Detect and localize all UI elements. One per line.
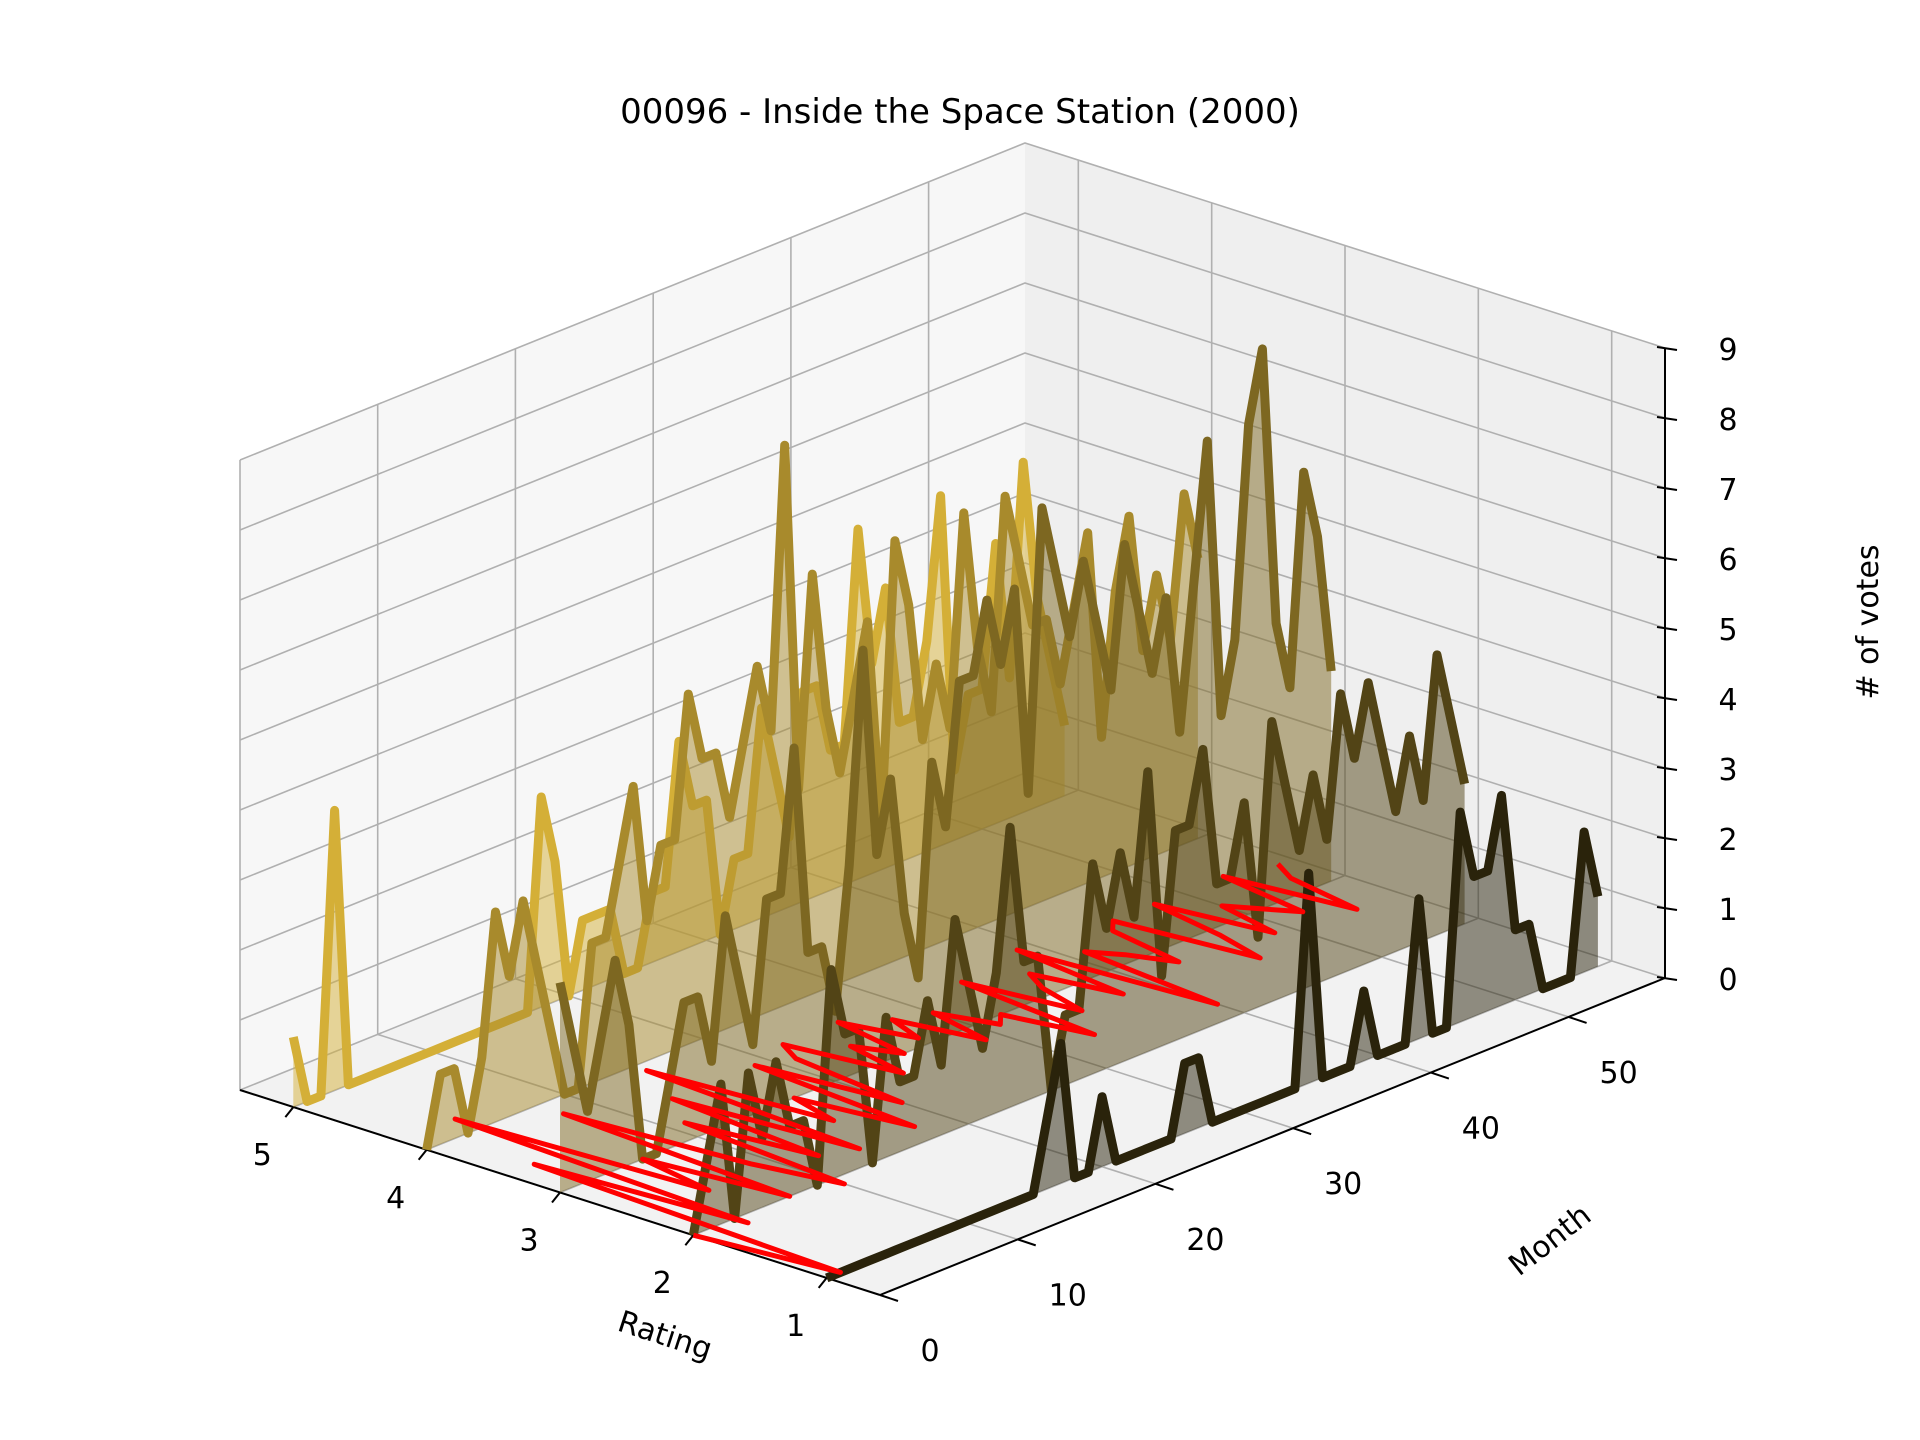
rating-tick-mark <box>684 1234 695 1246</box>
votes-tick-mark <box>1656 416 1678 421</box>
month-axis-line <box>879 977 1666 1296</box>
month-tick-label: 20 <box>1186 1223 1224 1258</box>
y-axis-label: Month <box>1502 1198 1598 1283</box>
series-line-rating-5 <box>288 457 1070 1106</box>
votes-tick-mark <box>1656 696 1678 701</box>
month-tick-mark <box>1568 1015 1587 1024</box>
votes-tick-label: 4 <box>1718 683 1737 718</box>
series-line-rating-1 <box>825 790 1603 1283</box>
month-tick-label: 10 <box>1049 1278 1087 1313</box>
votes-tick-mark <box>1656 556 1678 561</box>
month-tick-mark <box>879 1294 899 1302</box>
month-tick-mark <box>1292 1127 1312 1136</box>
votes-tick-mark <box>1656 486 1678 491</box>
votes-tick-mark <box>1656 976 1678 981</box>
z-axis-label: # of votes <box>1851 544 1886 699</box>
month-tick-label: 30 <box>1324 1167 1362 1202</box>
rating-tick-mark <box>284 1106 295 1118</box>
rating-tick-label: 3 <box>519 1224 538 1259</box>
rating-tick-mark <box>817 1277 828 1289</box>
votes-tick-mark <box>1656 836 1678 841</box>
votes-tick-label: 5 <box>1718 613 1737 648</box>
grid-line-votes <box>239 352 1666 671</box>
rating-tick-mark <box>417 1149 428 1161</box>
grid-line-votes <box>239 422 1666 741</box>
votes-tick-label: 7 <box>1718 473 1737 508</box>
grid-line-votes <box>239 142 1666 461</box>
month-tick-label: 40 <box>1462 1112 1500 1147</box>
month-tick-label: 50 <box>1600 1056 1638 1091</box>
votes-tick-label: 0 <box>1718 963 1737 998</box>
votes-tick-label: 1 <box>1718 893 1737 928</box>
month-tick-mark <box>1430 1071 1450 1080</box>
rating-tick-mark <box>551 1191 561 1204</box>
votes-tick-mark <box>1656 626 1678 631</box>
left-wall-pane <box>240 143 1025 1090</box>
rating-tick-label: 5 <box>253 1138 272 1173</box>
votes-tick-label: 8 <box>1718 403 1737 438</box>
x-axis-label: Rating <box>614 1304 717 1367</box>
votes-tick-mark <box>1656 906 1678 911</box>
votes-tick-mark <box>1656 766 1678 771</box>
month-tick-mark <box>1017 1238 1037 1247</box>
grid-line-votes <box>239 282 1666 601</box>
series-area-rating-2 <box>693 654 1465 1236</box>
votes-tick-label: 2 <box>1718 823 1737 858</box>
rating-tick-label: 1 <box>786 1309 805 1344</box>
month-tick-mark <box>1155 1182 1174 1191</box>
month-tick-label: 0 <box>920 1334 939 1369</box>
chart-title: 00096 - Inside the Space Station (2000) <box>620 92 1300 132</box>
votes-tick-mark <box>1656 346 1678 351</box>
grid-line-votes <box>239 212 1666 531</box>
votes-tick-label: 3 <box>1718 753 1737 788</box>
rating-tick-label: 4 <box>386 1181 405 1216</box>
votes-tick-label: 9 <box>1718 333 1737 368</box>
votes-tick-label: 6 <box>1718 543 1737 578</box>
series-layer <box>288 344 1603 1283</box>
series-line-rating-3 <box>555 344 1336 1164</box>
rating-tick-label: 2 <box>653 1266 672 1301</box>
mean-rating-line <box>452 862 1360 1275</box>
